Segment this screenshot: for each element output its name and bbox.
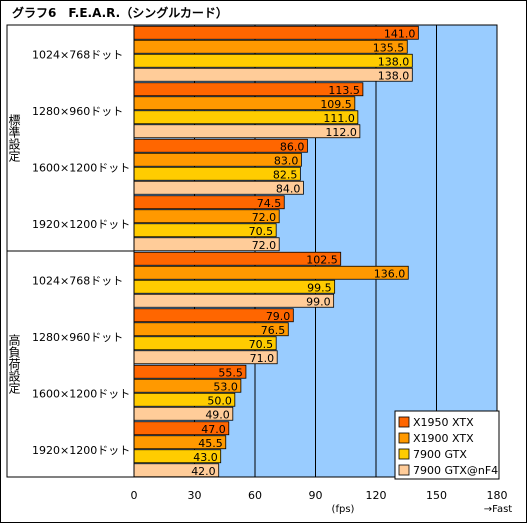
category-label: 1280×960ドット	[32, 105, 123, 118]
x-axis: 0 30 60 90 120 150 180 (fps) →Fast	[131, 489, 513, 515]
category-label: 1920×1200ドット	[32, 218, 130, 231]
bar-x1900-xtx	[133, 39, 408, 54]
data-label: 111.0	[323, 112, 355, 125]
x-direction-note: →Fast	[484, 504, 513, 515]
x-tick-label: 90	[309, 489, 323, 502]
bar-x1950-xtx	[133, 25, 419, 40]
data-label: 55.5	[218, 366, 243, 379]
legend-swatch	[398, 464, 410, 476]
legend-entry: 7900 GTX@nF4	[413, 464, 498, 477]
data-label: 136.0	[374, 267, 406, 280]
legend-entry: X1900 XTX	[413, 432, 474, 445]
data-label: 70.5	[249, 338, 274, 351]
data-label: 49.0	[205, 408, 230, 421]
legend-swatch	[398, 432, 410, 444]
category-label: 1600×1200ドット	[32, 161, 130, 174]
bar-7900-gtx-nf4	[133, 293, 335, 308]
data-label: 99.5	[307, 281, 332, 294]
data-label: 43.0	[193, 451, 218, 464]
data-label: 74.5	[257, 197, 282, 210]
x-tick-label: 150	[426, 489, 447, 502]
data-label: 83.0	[274, 154, 299, 167]
legend: X1950 XTX X1900 XTX 7900 GTX 7900 GTX@nF4	[394, 410, 500, 480]
x-tick-label: 0	[131, 489, 138, 502]
data-label: 42.0	[191, 465, 216, 478]
x-tick-label: 180	[487, 489, 508, 502]
bar-7900-gtx	[133, 53, 413, 68]
bar-7900-gtx	[133, 279, 336, 294]
chart-title: グラフ6 F.E.A.R.（シングルカード）	[12, 5, 228, 20]
data-label: 84.0	[276, 182, 301, 195]
data-label: 99.0	[306, 295, 331, 308]
bar-7900-gtx-nf4	[133, 67, 413, 82]
data-label: 109.5	[320, 98, 352, 111]
x-tick-label: 30	[188, 489, 202, 502]
data-label: 82.5	[273, 168, 298, 181]
data-label: 141.0	[384, 27, 416, 40]
category-label: 1280×960ドット	[32, 331, 123, 344]
category-label: 1024×768ドット	[32, 274, 123, 287]
x-axis-label: (fps)	[332, 504, 355, 515]
x-tick-label: 120	[366, 489, 387, 502]
legend-entry: X1950 XTX	[413, 416, 474, 429]
category-label: 1920×1200ドット	[32, 444, 130, 457]
data-label: 72.0	[252, 211, 277, 224]
legend-box	[394, 410, 500, 480]
x-tick-label: 60	[248, 489, 262, 502]
category-label: 1600×1200ドット	[32, 387, 130, 400]
group-label: 標準設定	[7, 114, 21, 163]
data-label: 138.0	[378, 69, 410, 82]
data-label: 79.0	[266, 310, 291, 323]
bars: 141.0135.5138.0138.0113.5109.5111.0112.0…	[133, 25, 419, 478]
data-label: 72.0	[252, 239, 277, 252]
legend-swatch	[398, 416, 410, 428]
data-label: 76.5	[261, 324, 286, 337]
data-label: 50.0	[207, 394, 232, 407]
legend-swatch	[398, 448, 410, 460]
data-label: 47.0	[201, 423, 226, 436]
data-label: 86.0	[280, 140, 305, 153]
data-label: 45.5	[198, 437, 223, 450]
bar-x1900-xtx	[133, 265, 409, 280]
category-labels: 標準設定 1024×768ドット 1280×960ドット 1600×1200ドット 19…	[6, 24, 135, 478]
group-label: 高負荷設定	[7, 333, 21, 395]
data-label: 102.5	[306, 253, 338, 266]
category-label: 1024×768ドット	[32, 48, 123, 61]
legend-entry: 7900 GTX	[413, 448, 467, 461]
data-label: 112.0	[325, 126, 357, 139]
data-label: 138.0	[378, 55, 410, 68]
data-label: 70.5	[249, 225, 274, 238]
data-label: 71.0	[250, 352, 275, 365]
data-label: 53.0	[213, 380, 238, 393]
data-label: 135.5	[373, 41, 405, 54]
data-label: 113.5	[328, 84, 360, 97]
